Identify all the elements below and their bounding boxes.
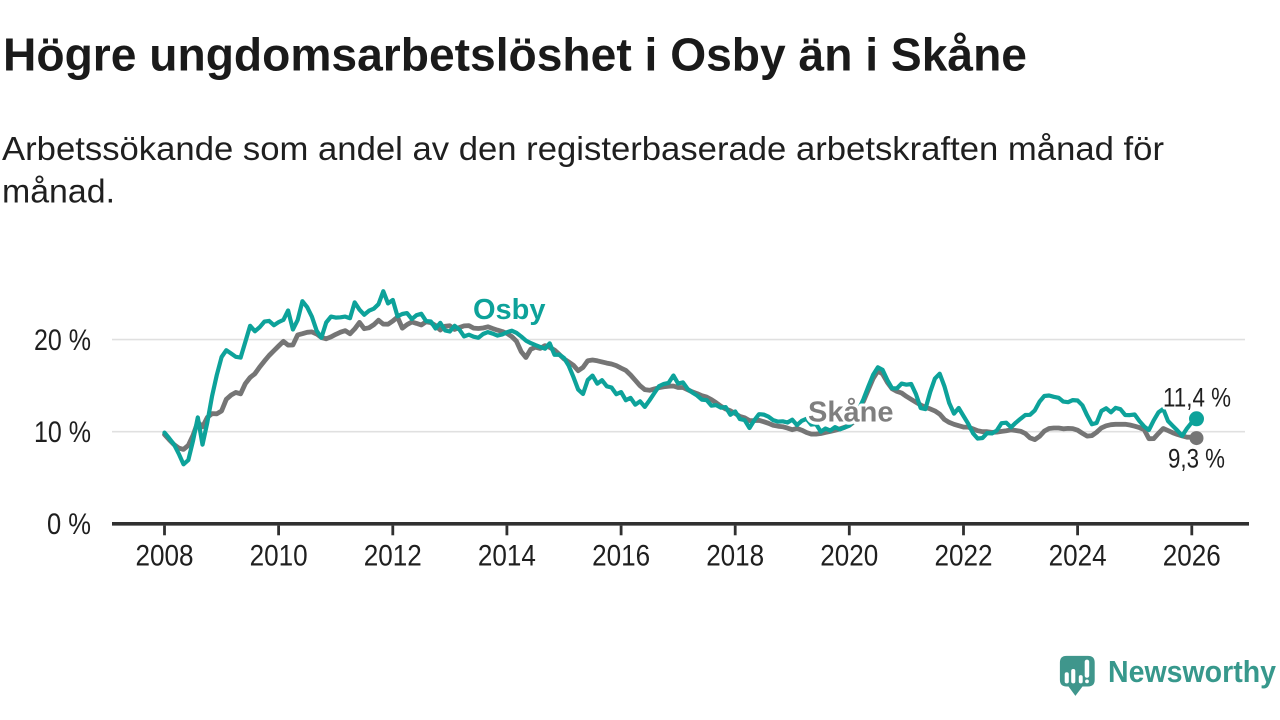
svg-text:månad.: månad. [2, 173, 115, 210]
svg-text:Newsworthy: Newsworthy [1108, 654, 1277, 689]
svg-text:9,3 %: 9,3 % [1168, 443, 1225, 473]
svg-text:2024: 2024 [1049, 540, 1107, 573]
svg-text:11,4 %: 11,4 % [1163, 383, 1231, 413]
svg-text:2014: 2014 [478, 540, 536, 573]
svg-text:2020: 2020 [820, 540, 878, 573]
svg-text:2026: 2026 [1163, 540, 1221, 573]
svg-text:2012: 2012 [364, 540, 422, 573]
svg-text:20 %: 20 % [34, 324, 91, 357]
svg-text:10 %: 10 % [34, 416, 91, 449]
svg-text:2016: 2016 [592, 540, 650, 573]
svg-text:2010: 2010 [250, 540, 308, 573]
svg-text:2022: 2022 [935, 540, 993, 573]
svg-text:Arbetssökande som andel av den: Arbetssökande som andel av den registerb… [2, 131, 1164, 168]
svg-text:0 %: 0 % [47, 508, 91, 541]
svg-text:Osby: Osby [473, 294, 546, 326]
svg-text:Skåne: Skåne [808, 396, 893, 428]
svg-text:2018: 2018 [706, 540, 764, 573]
svg-text:Högre ungdomsarbetslöshet i Os: Högre ungdomsarbetslöshet i Osby än i Sk… [3, 29, 1027, 81]
svg-text:2008: 2008 [136, 540, 194, 573]
